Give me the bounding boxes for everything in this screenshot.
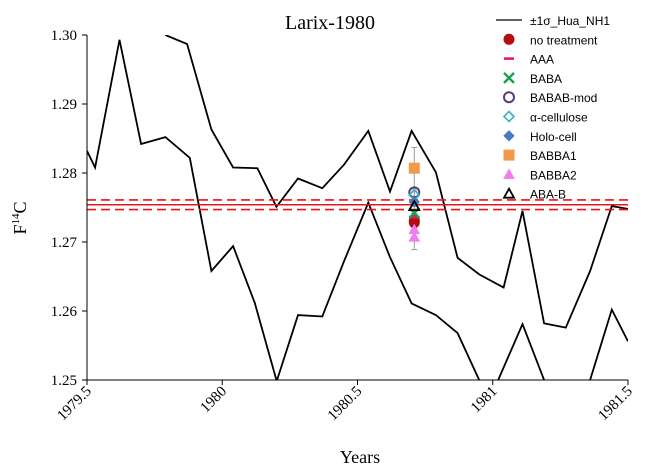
legend-label: ABA-B [530,188,566,202]
x-tick-label: 1979.5 [54,384,94,424]
y-label-tail: C [10,201,30,213]
x-axis-label: Years [340,447,380,467]
data-point-babba2 [408,231,421,242]
y-tick-label: 1.26 [51,304,78,320]
legend-label: AAA [530,53,554,67]
reference-lines [87,199,628,211]
y-axis: 1.25 1.26 1.27 1.28 1.29 1.30 [51,28,87,389]
data-point-babba1 [408,162,420,174]
legend-label: Holo-cell [530,130,577,144]
legend-marker [502,186,516,199]
legend-marker [503,168,515,179]
hua-band-line [589,307,628,380]
x-tick-label: 1980.5 [325,384,365,424]
data-markers [407,146,421,251]
y-tick-label: 1.27 [51,235,78,251]
x-tick-label: 1980 [198,384,231,417]
y-axis-label: F14C [10,201,30,234]
legend-marker [502,110,516,123]
legend-label: BABBA2 [530,168,577,182]
y-tick-label: 1.30 [51,28,77,44]
x-tick-label: 1981 [468,384,501,417]
y-label-sup: 14 [10,213,22,225]
y-tick-label: 1.28 [51,166,77,182]
chart-title: Larix-1980 [285,12,375,34]
x-axis: 1979.5 1980 1980.5 1981 1981.5 [54,380,636,424]
legend-marker [503,130,515,142]
legend-marker [503,149,515,161]
legend-label-hua: ±1σ_Hua_NH1 [530,14,610,28]
hua-band-line [165,35,628,329]
legend-label: BABAB-mod [530,91,597,105]
legend-label: α-cellulose [530,111,588,125]
legend-label: BABBA1 [530,149,577,163]
data-point-aba-b [407,199,421,212]
x-tick-label: 1981.5 [595,384,635,424]
y-tick-label: 1.25 [51,373,77,389]
legend-label: no treatment [530,33,598,47]
y-tick-label: 1.29 [51,97,77,113]
hua-band-line [276,200,481,380]
legend-marker [503,72,515,84]
legend-marker [503,33,515,45]
data-point-babba2 [408,223,421,235]
hua-band-line [87,39,278,380]
legend-label: BABA [530,72,562,86]
hua-band-line [497,321,545,380]
legend-marker [503,91,515,104]
y-label-main: F [10,225,30,235]
hua-band [87,35,628,380]
